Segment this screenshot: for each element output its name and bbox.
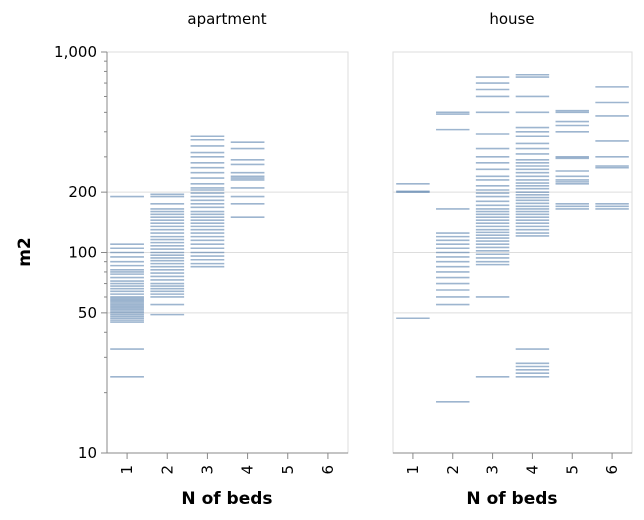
x-tick-label: 5	[279, 465, 297, 475]
y-tick-label: 100	[68, 244, 97, 262]
x-tick-label: 2	[158, 465, 176, 475]
y-tick-label: 10	[78, 444, 97, 462]
x-tick-label: 1	[118, 465, 136, 475]
x-tick-label: 4	[239, 465, 257, 475]
facet-panel-house: 1 2 3 4 5 6	[392, 51, 633, 475]
x-tick-label: 3	[198, 465, 216, 475]
x-tick-label: 6	[603, 465, 621, 475]
x-tick-label: 1	[404, 465, 422, 475]
x-tick-label: 4	[523, 465, 541, 475]
x-tick-label: 6	[319, 465, 337, 475]
x-axis-title-apartment: N of beds	[181, 489, 272, 509]
x-tick-label: 3	[484, 465, 502, 475]
x-axis-title-house: N of beds	[466, 489, 557, 509]
y-axis-title: m2	[15, 237, 35, 267]
facet-title-house: house	[489, 10, 534, 28]
y-tick-label: 50	[78, 304, 97, 322]
facet-title-apartment: apartment	[187, 10, 266, 28]
x-tick-label: 5	[563, 465, 581, 475]
facet-panel-apartment: 10 50 100 200 1,000 1 2 3 4 5 6	[54, 43, 349, 475]
y-tick-label: 200	[68, 183, 97, 201]
x-tick-label: 2	[444, 465, 462, 475]
y-tick-label: 1,000	[54, 43, 97, 61]
